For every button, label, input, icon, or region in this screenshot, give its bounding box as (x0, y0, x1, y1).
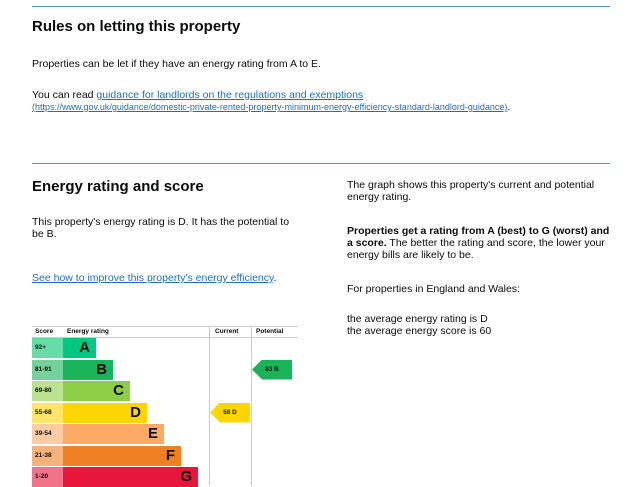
band-score: 92+ (32, 338, 63, 358)
band-bar-c: C (63, 381, 130, 401)
rules-guidance: You can read guidance for landlords on t… (32, 89, 602, 113)
band-score: 81-91 (32, 359, 63, 380)
improve-text: See how to improve this property's energ… (32, 272, 292, 284)
rules-heading: Rules on letting this property (32, 18, 241, 35)
guidance-prefix: You can read (32, 89, 97, 101)
header-potential: Potential (256, 328, 284, 335)
header-energy-rating: Energy rating (67, 328, 109, 335)
band-score: 39-54 (32, 424, 63, 444)
rules-text: Properties can be let if they have an en… (32, 58, 321, 70)
side-panel: The graph shows this property's current … (347, 179, 612, 337)
header-score: Score (35, 328, 54, 335)
rating-explanation: Properties get a rating from A (best) to… (347, 225, 612, 261)
band-score: 69-80 (32, 381, 63, 401)
band-score: 1-20 (32, 467, 63, 487)
graph-explanation: The graph shows this property's current … (347, 179, 595, 203)
divider (32, 6, 610, 7)
header-current: Current (215, 328, 239, 335)
column-divider (251, 326, 252, 486)
potential-rating-arrow: 83 B (252, 359, 292, 380)
divider (32, 163, 610, 164)
improve-link[interactable]: See how to improve this property's energ… (32, 272, 274, 284)
band-bar-d: D (63, 402, 147, 423)
average-score: the average energy score is 60 (347, 325, 492, 337)
band-bar-a: A (63, 338, 96, 358)
current-rating-arrow: 58 D (210, 402, 250, 423)
band-bar-g: G (63, 467, 198, 487)
rating-explanation-rest: The better the rating and score, the low… (347, 237, 605, 261)
guidance-suffix: . (507, 101, 511, 113)
column-divider (209, 326, 210, 486)
chart-header: Score Energy rating Current Potential (32, 326, 298, 338)
average-rating: the average energy rating is D (347, 313, 488, 325)
band-score: 21-38 (32, 445, 63, 466)
band-bar-b: B (63, 359, 113, 380)
guidance-url-link[interactable]: (https://www.gov.uk/guidance/domestic-pr… (32, 102, 508, 112)
guidance-link[interactable]: guidance for landlords on the regulation… (96, 89, 364, 101)
region-text: For properties in England and Wales: (347, 283, 520, 295)
rating-explanation-bold: Properties get a rating from A (best) to… (347, 225, 610, 249)
energy-rating-chart: Score Energy rating Current Potential 92… (32, 326, 298, 487)
energy-rating-text: This property's energy rating is D. It h… (32, 216, 290, 240)
band-bar-f: F (63, 445, 181, 466)
energy-heading: Energy rating and score (32, 178, 204, 195)
band-bar-e: E (63, 424, 164, 444)
band-score: 55-68 (32, 402, 63, 423)
improve-suffix: . (273, 272, 277, 284)
